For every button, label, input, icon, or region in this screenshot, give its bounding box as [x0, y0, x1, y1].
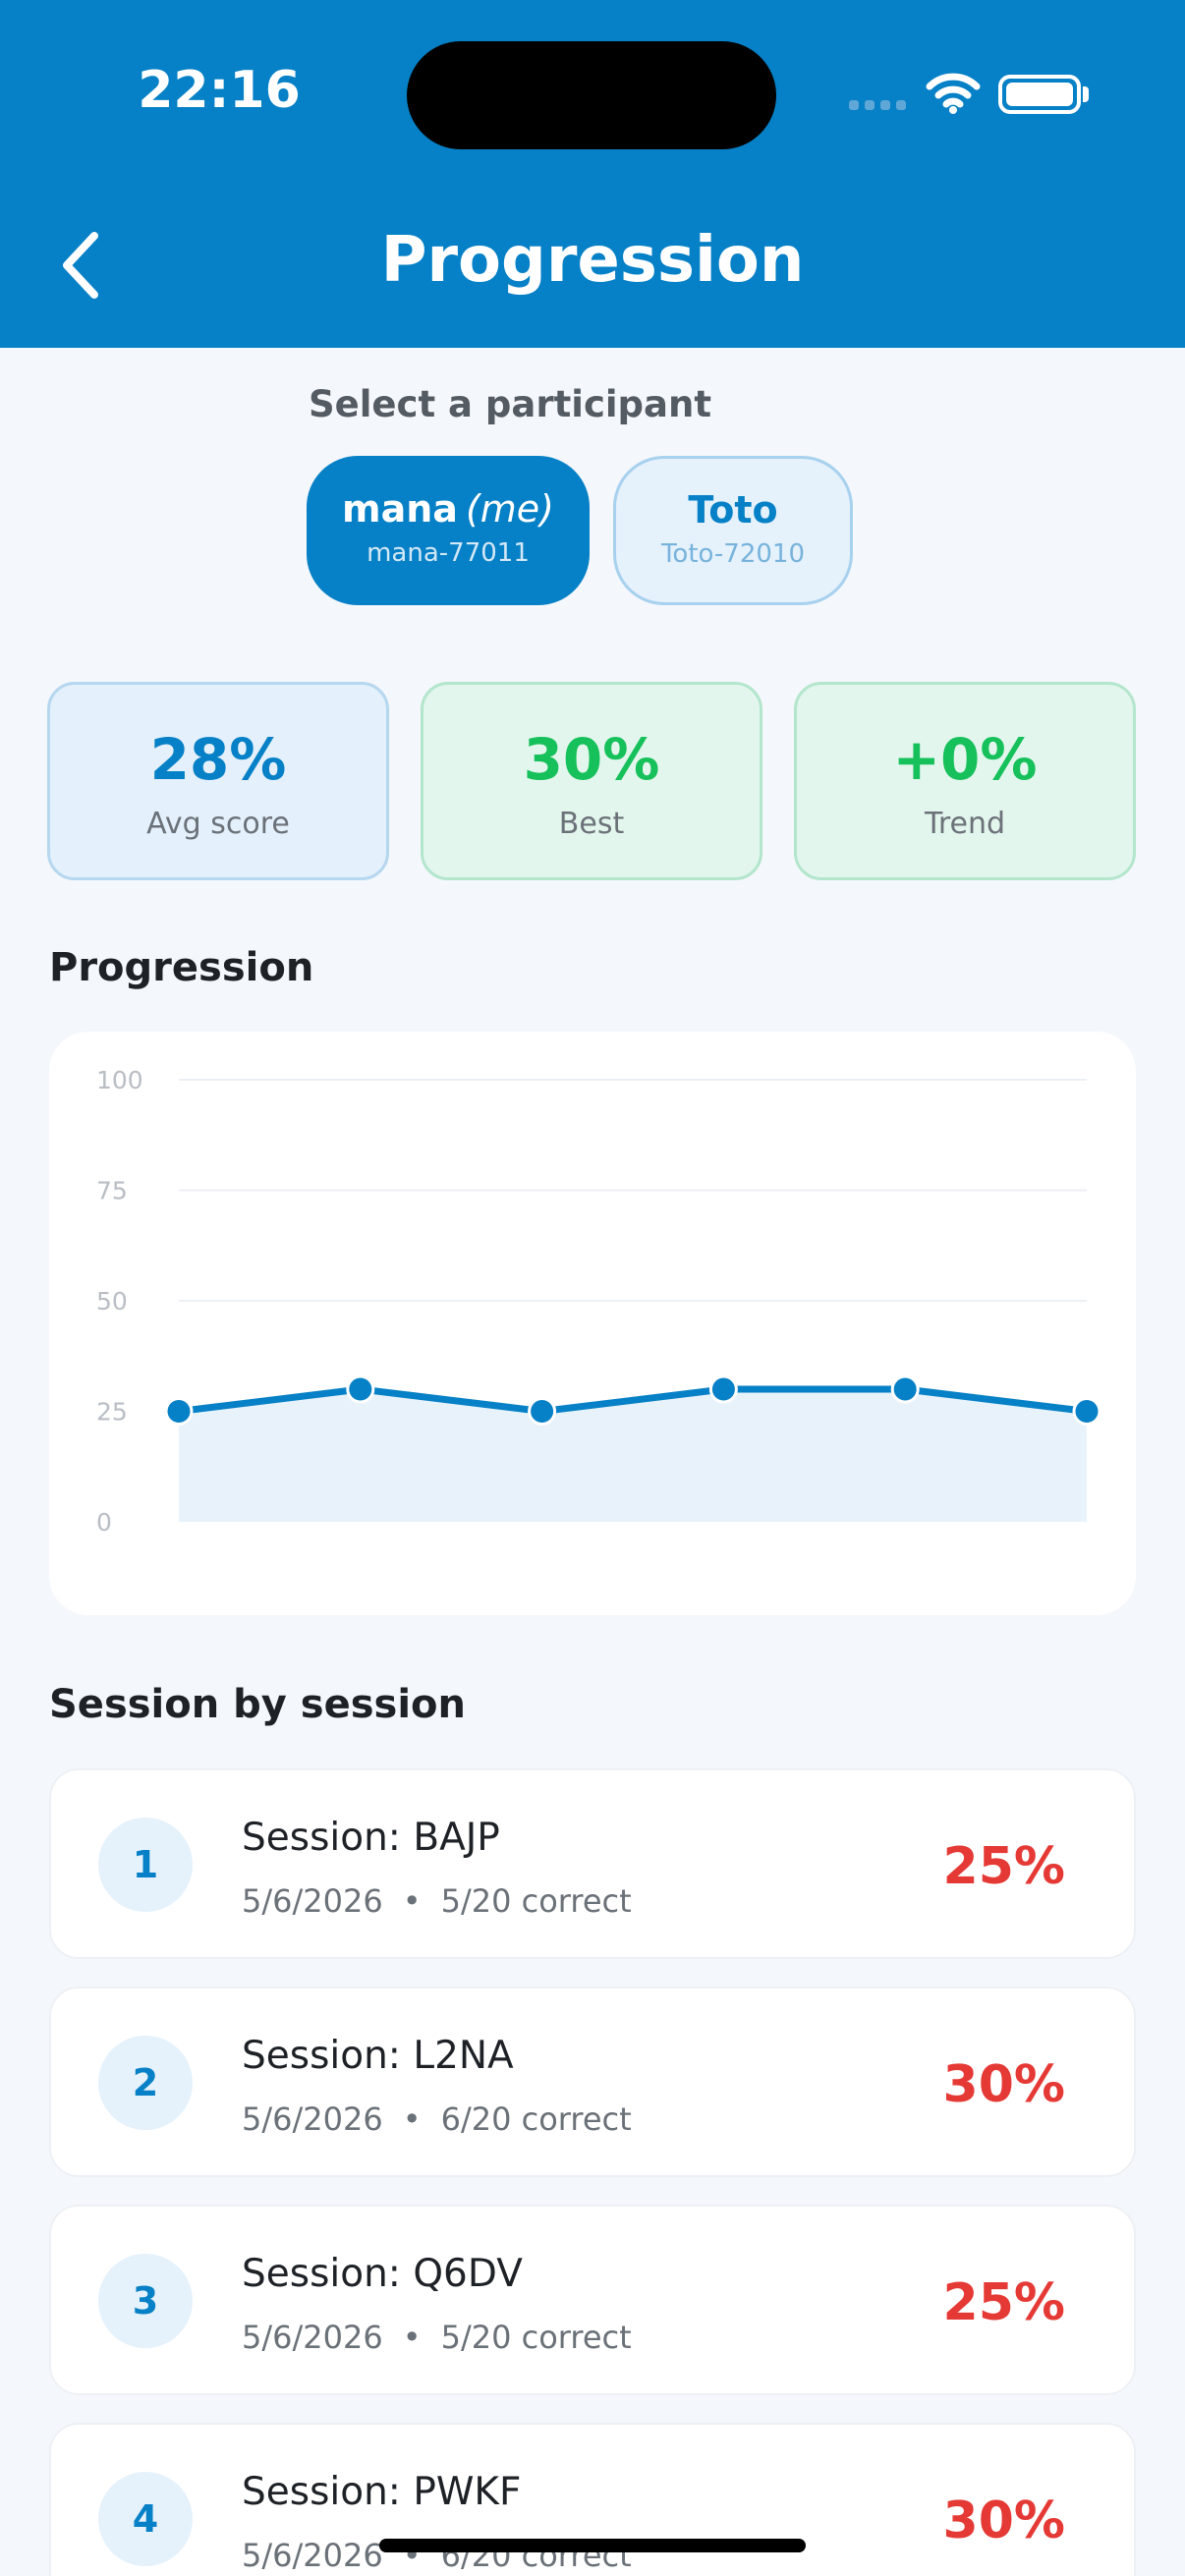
session-score: 25%: [942, 2273, 1065, 2332]
y-tick-label: 0: [96, 1508, 112, 1537]
session-meta: 5/6/2026 • 5/20 correct: [242, 2319, 632, 2356]
battery-icon: [998, 75, 1081, 114]
stat-card-best: 30% Best: [421, 682, 762, 880]
wifi-icon: [926, 73, 981, 114]
progression-chart-card: 0 25 50 75 100: [49, 1032, 1136, 1615]
battery-nub: [1083, 86, 1089, 102]
chart-series-line: [178, 1385, 1088, 1415]
status-time: 22:16: [138, 61, 301, 120]
sessions-section-title: Session by session: [49, 1682, 467, 1727]
participant-chip-toto[interactable]: Toto Toto-72010: [613, 456, 853, 605]
session-row[interactable]: 1 Session: BAJP 5/6/2026 • 5/20 correct 25…: [49, 1768, 1136, 1959]
participant-id: Toto-72010: [660, 539, 806, 569]
session-score: 30%: [942, 2492, 1065, 2550]
chart-data-point: [708, 1374, 738, 1404]
chart-data-point: [528, 1397, 557, 1426]
y-tick-label: 100: [96, 1066, 143, 1094]
session-row[interactable]: 2 Session: L2NA 5/6/2026 • 6/20 correct 30…: [49, 1987, 1136, 2177]
participant-name: mana (me): [342, 487, 554, 531]
progression-section-title: Progression: [49, 945, 314, 990]
separator-dot: •: [402, 2100, 422, 2138]
session-row[interactable]: 3 Session: Q6DV 5/6/2026 • 5/20 correct 25…: [49, 2205, 1136, 2395]
session-meta: 5/6/2026 • 5/20 correct: [242, 1882, 632, 1920]
chevron-left-icon: [63, 232, 98, 299]
y-tick-label: 50: [96, 1287, 128, 1316]
session-date: 5/6/2026: [242, 1882, 383, 1920]
session-date: 5/6/2026: [242, 2100, 383, 2138]
participant-select-label: Select a participant: [309, 383, 712, 425]
session-title: Session: Q6DV: [242, 2252, 523, 2296]
stat-value: 28%: [149, 726, 287, 793]
session-date: 5/6/2026: [242, 2537, 383, 2574]
app-header: 22:16 Progression: [0, 0, 1185, 348]
session-correct: 5/20 correct: [440, 1882, 632, 1920]
session-correct: 6/20 correct: [440, 2100, 632, 2138]
stat-card-trend: +0% Trend: [794, 682, 1136, 880]
participant-name: Toto: [688, 488, 778, 532]
y-tick-label: 25: [96, 1398, 128, 1427]
back-button[interactable]: [51, 226, 120, 305]
participant-id: mana-77011: [367, 538, 530, 568]
session-correct: 5/20 correct: [440, 2319, 632, 2356]
session-title: Session: PWKF: [242, 2470, 522, 2514]
stat-label: Trend: [924, 807, 1006, 841]
stat-value: 30%: [523, 726, 660, 793]
separator-dot: •: [402, 1882, 422, 1920]
home-indicator[interactable]: [379, 2539, 806, 2552]
session-date: 5/6/2026: [242, 2319, 383, 2356]
participant-chip-mana[interactable]: mana (me) mana-77011: [307, 456, 590, 605]
y-tick-label: 75: [96, 1177, 128, 1205]
stat-label: Best: [558, 807, 625, 841]
session-title: Session: BAJP: [242, 1816, 500, 1860]
separator-dot: •: [402, 2319, 422, 2356]
session-row[interactable]: 4 Session: PWKF 5/6/2026 • 6/20 correct 30…: [49, 2423, 1136, 2576]
chart-area-fill: [179, 1389, 1087, 1522]
session-number-badge: 2: [98, 2036, 193, 2130]
me-tag: (me): [465, 487, 554, 531]
chart-data-point: [1072, 1397, 1101, 1426]
session-title: Session: L2NA: [242, 2034, 514, 2078]
session-meta: 5/6/2026 • 6/20 correct: [242, 2100, 632, 2138]
session-score: 30%: [942, 2055, 1065, 2114]
session-number-badge: 4: [98, 2472, 193, 2566]
dynamic-island: [407, 41, 776, 149]
chart-data-point: [164, 1397, 194, 1426]
stat-value: +0%: [892, 726, 1038, 793]
stat-label: Avg score: [146, 807, 290, 841]
progression-chart: 0 25 50 75 100: [96, 1066, 1101, 1537]
page-title: Progression: [380, 224, 805, 297]
stat-card-avg-score: 28% Avg score: [47, 682, 389, 880]
session-number-badge: 1: [98, 1818, 193, 1912]
session-score: 25%: [942, 1837, 1065, 1896]
chart-data-point: [346, 1374, 375, 1404]
session-number-badge: 3: [98, 2254, 193, 2348]
cellular-signal-icon: [849, 100, 908, 112]
chart-data-point: [890, 1374, 920, 1404]
